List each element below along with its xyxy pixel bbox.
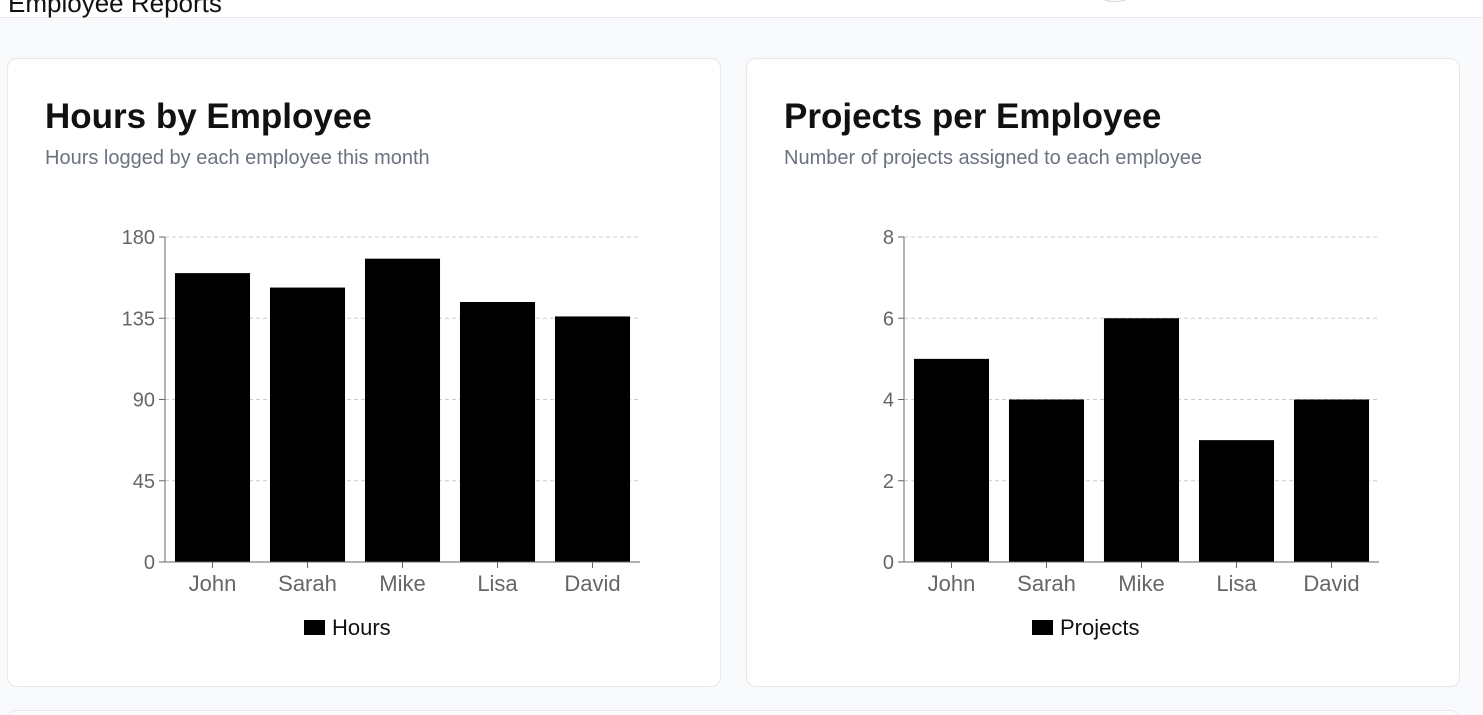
y-tick-label: 8: [883, 227, 894, 249]
x-tick-label: Mike: [379, 571, 425, 596]
page-title: Employee Reports: [8, 0, 222, 18]
y-tick-label: 0: [883, 552, 894, 574]
y-tick-label: 2: [883, 471, 894, 493]
projects-bar-chart: 0 2 4 6 8 John Sarah Mike Lisa David Projects: [883, 227, 1379, 640]
y-tick-label: 135: [122, 308, 155, 330]
x-tick-label: John: [189, 571, 237, 596]
bar-john: [174, 273, 251, 562]
y-tick-label: 6: [883, 308, 894, 330]
x-tick-label: Sarah: [1017, 571, 1076, 596]
chart-title: Hours by Employee: [45, 97, 372, 136]
bar-mike: [1103, 318, 1180, 562]
next-card: [7, 710, 1460, 715]
bar-mike: [364, 258, 441, 562]
hours-bar-chart: 0 45 90 135 180 John Sarah Mike Lisa David Hours: [122, 227, 640, 640]
x-tick-label: Lisa: [477, 571, 518, 596]
legend-label: Hours: [332, 615, 391, 640]
y-tick-label: 45: [133, 471, 155, 493]
y-tick-label: 4: [883, 390, 894, 412]
x-tick-label: David: [1303, 571, 1359, 596]
y-tick-label: 180: [122, 227, 155, 249]
bar-david: [554, 316, 631, 562]
x-tick-label: John: [928, 571, 976, 596]
x-tick-label: Mike: [1118, 571, 1164, 596]
bar-lisa: [1198, 440, 1275, 562]
chart-subtitle: Hours logged by each employee this month: [45, 147, 430, 169]
x-tick-label: Sarah: [278, 571, 337, 596]
bar-sarah: [269, 287, 346, 562]
bar-john: [913, 358, 990, 562]
hours-chart-card: Hours by Employee Hours logged by each e…: [7, 58, 721, 687]
legend-swatch: [1032, 620, 1053, 635]
legend-swatch: [304, 620, 325, 635]
projects-chart-card: Projects per Employee Number of projects…: [746, 58, 1460, 687]
bar-lisa: [459, 302, 536, 562]
legend-label: Projects: [1060, 615, 1139, 640]
chart-subtitle: Number of projects assigned to each empl…: [784, 147, 1203, 169]
y-tick-label: 90: [133, 390, 155, 412]
y-tick-label: 0: [144, 552, 155, 574]
avatar[interactable]: [1098, 0, 1132, 2]
top-header: Employee Reports: [0, 0, 1483, 18]
chart-title: Projects per Employee: [784, 97, 1162, 136]
x-tick-label: David: [564, 571, 620, 596]
bar-david: [1293, 399, 1370, 562]
x-tick-label: Lisa: [1216, 571, 1257, 596]
bar-sarah: [1008, 399, 1085, 562]
